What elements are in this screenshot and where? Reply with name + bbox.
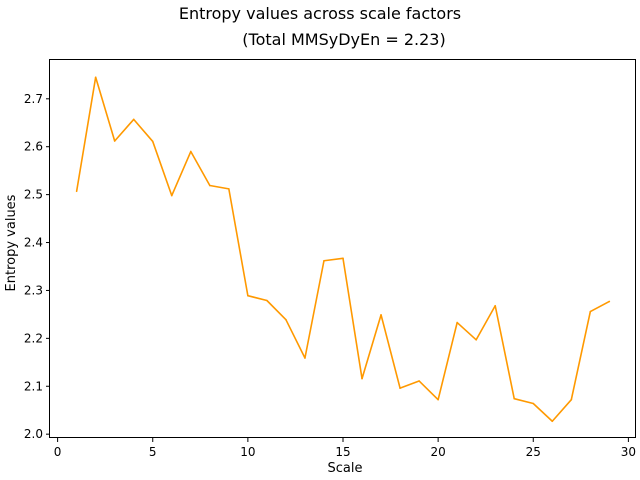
data-point (228, 188, 230, 190)
data-point (456, 321, 458, 324)
y-tick-label: 2.4 (24, 236, 43, 250)
data-point (570, 398, 573, 401)
data-point (608, 300, 611, 303)
data-point (380, 314, 382, 316)
plot-area (75, 76, 611, 423)
axis-ticks: 0 5 10 15 20 25 30 2.0 2.1 2.2 2.3 2.4 2.5 2.6 2.7 (24, 92, 636, 459)
y-tick-label: 2.1 (24, 379, 43, 393)
y-axis-label: Entropy values (4, 194, 19, 291)
series-line (75, 76, 610, 423)
y-tick-label: 2.3 (24, 283, 43, 297)
data-point (285, 318, 287, 321)
data-point (399, 387, 401, 389)
data-point (513, 397, 516, 400)
x-tick-label: 25 (526, 445, 541, 459)
x-tick-label: 10 (240, 445, 255, 459)
data-point (551, 420, 554, 423)
y-tick-label: 2.0 (24, 427, 43, 441)
data-point (342, 257, 344, 260)
y-tick-label: 2.5 (24, 188, 43, 202)
x-axis-label: Scale (328, 461, 363, 476)
data-point (304, 357, 306, 359)
data-point (494, 304, 497, 307)
data-point (247, 294, 249, 297)
y-tick-label: 2.2 (24, 331, 43, 345)
data-point (94, 76, 97, 79)
plot-frame (49, 59, 636, 438)
y-tick-label: 2.6 (24, 140, 43, 154)
data-point (132, 118, 135, 121)
data-point (189, 150, 192, 153)
x-tick-label: 5 (149, 445, 157, 459)
y-tick-label: 2.7 (24, 92, 43, 106)
data-point (209, 184, 211, 187)
data-point (266, 299, 268, 302)
data-point (170, 194, 173, 197)
x-tick-label: 0 (54, 445, 62, 459)
data-point (323, 259, 325, 262)
data-point (418, 380, 420, 382)
chart-title-line1: Entropy values across scale factors (179, 4, 461, 23)
x-tick-label: 15 (335, 445, 350, 459)
data-point (151, 140, 154, 143)
data-point (532, 402, 535, 405)
data-point (75, 190, 78, 193)
data-point (437, 398, 439, 401)
data-point (361, 377, 363, 380)
chart-title-line2: (Total MMSyDyEn = 2.23) (242, 30, 445, 49)
x-tick-label: 20 (430, 445, 445, 459)
data-point (475, 338, 477, 341)
x-tick-label: 30 (621, 445, 636, 459)
data-point (589, 310, 592, 313)
data-point (113, 140, 116, 142)
